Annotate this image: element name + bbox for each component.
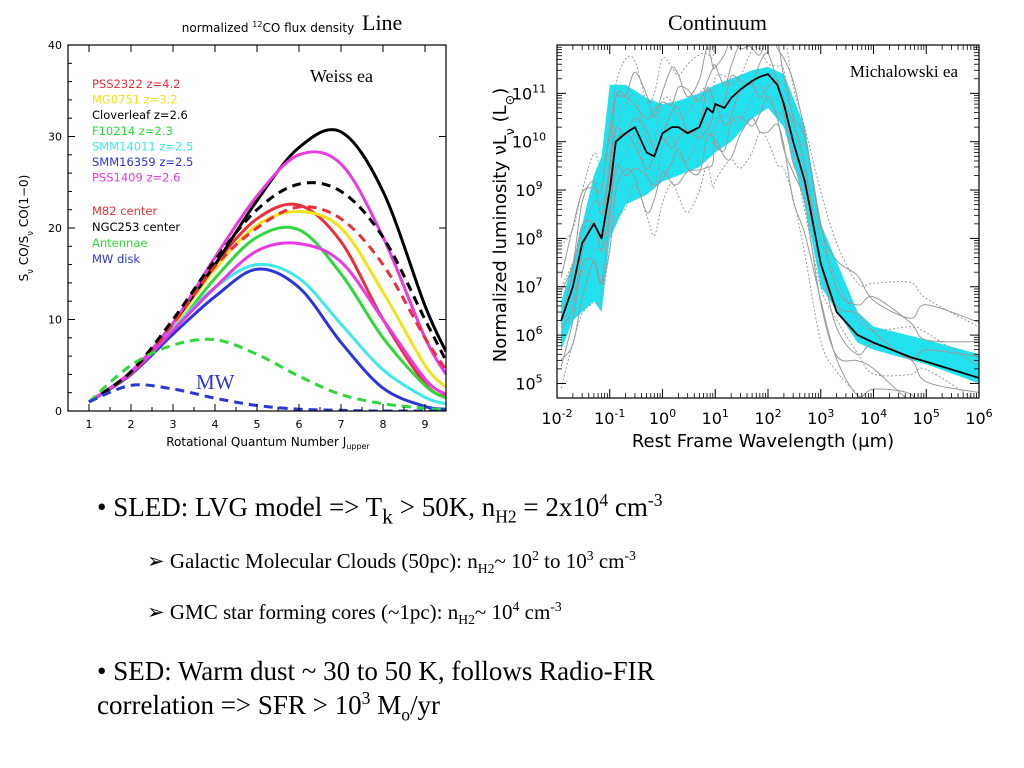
legend-entry: M82 center [92, 204, 157, 218]
left-y-tick-label: 10 [48, 314, 62, 327]
sub-bullet-cores: ➢ GMC star forming cores (~1pc): nH2~ 10… [147, 599, 562, 628]
left-y-tick-label: 0 [55, 405, 62, 418]
right-series-group [560, 45, 979, 398]
legend-entry: PSS1409 z=2.6 [92, 171, 180, 185]
right-x-tick-label: 100 [649, 407, 676, 428]
right-x-tick-label: 101 [702, 407, 729, 428]
left-x-axis-label: Rotational Quantum Number Jupper [166, 435, 370, 451]
left-series-line [88, 383, 446, 411]
left-y-axis-label: Sν CO/Sν CO(1−0) [17, 175, 35, 282]
legend-entry: SMM16359 z=2.5 [92, 155, 193, 169]
heading-continuum: Continuum [668, 10, 768, 35]
sub-bullet-gmc: ➢ Galactic Molecular Clouds (50pc): nH2~… [147, 548, 636, 577]
sled-chart: 1 2 3 4 5 6 7 8 9 0 10 20 30 40 normalized 12CO flux … [17, 20, 447, 451]
left-x-tick-label: 3 [170, 418, 177, 431]
left-x-tick-label: 4 [212, 418, 219, 431]
right-chart-credit: Michalowski ea [850, 62, 959, 81]
legend-entry: PSS2322 z=4.2 [92, 77, 180, 91]
sed-grey-template [560, 84, 974, 398]
right-y-axis-label: Normalized luminosity νLν (L⊙) [490, 88, 517, 362]
right-x-axis-label: Rest Frame Wavelength (μm) [632, 431, 894, 452]
right-x-tick-label: 10-2 [541, 407, 572, 428]
left-chart-title: normalized 12CO flux density [182, 20, 354, 35]
bullet-sed-line1: • SED: Warm dust ~ 30 to 50 K, follows R… [97, 656, 655, 686]
left-x-tick-label: 5 [254, 418, 261, 431]
right-y-tick-label: 107 [515, 276, 542, 297]
sed-cyan-band [561, 67, 979, 384]
sed-grey-template [560, 95, 907, 398]
sed-chart: 10-2 10-1 100 101 102 103 104 105 106 105 106 107 10… [490, 44, 993, 452]
right-y-tick-label: 1011 [512, 82, 546, 103]
left-series-line [88, 150, 446, 404]
legend-entry: MW disk [92, 252, 140, 266]
right-y-tick-label: 108 [515, 227, 542, 248]
left-x-tick-label: 7 [338, 418, 345, 431]
right-y-tick-label: 109 [515, 179, 542, 200]
sed-grey-template [560, 46, 979, 368]
left-x-tick-label: 9 [422, 418, 429, 431]
legend-entry: NGC253 center [92, 220, 180, 234]
right-x-tick-label: 106 [965, 407, 992, 428]
legend-entry: Antennae [92, 236, 147, 250]
mw-label: MW [196, 370, 235, 394]
right-x-tick-label: 103 [807, 407, 834, 428]
left-y-tick-label: 40 [48, 39, 62, 52]
left-x-tick-label: 1 [86, 418, 93, 431]
bullet-sled: • SLED: LVG model => Tk > 50K, nH2 = 2x1… [97, 490, 663, 529]
right-x-tick-label: 105 [913, 407, 940, 428]
left-x-tick-label: 2 [128, 418, 135, 431]
heading-line: Line [362, 10, 403, 35]
left-series-line [88, 205, 446, 404]
left-series-group [88, 128, 446, 411]
left-y-tick-label: 20 [48, 222, 62, 235]
right-y-tick-label: 106 [515, 324, 542, 345]
right-y-tick-label: 1010 [512, 131, 546, 152]
sed-grey-template [560, 45, 979, 323]
arrow-bullet-icon: ➢ [147, 549, 165, 573]
bullet-sed-line2: correlation => SFR > 103 Mo/yr [97, 688, 440, 725]
sed-grey-template [560, 117, 916, 398]
sed-median-line [560, 73, 979, 379]
left-x-tick-label: 8 [380, 418, 387, 431]
left-series-line [88, 337, 446, 411]
left-x-tick-label: 6 [296, 418, 303, 431]
legend-entry: F10214 z=2.3 [92, 124, 173, 138]
right-y-tick-label: 105 [515, 372, 542, 393]
arrow-bullet-icon: ➢ [147, 600, 165, 624]
left-chart-credit: Weiss ea [310, 66, 373, 86]
right-x-tick-label: 102 [754, 407, 781, 428]
legend-entry: MG0751 z=3.2 [92, 93, 178, 107]
bullet-sed: • SED: Warm dust ~ 30 to 50 K, follows R… [97, 654, 655, 725]
sed-grey-template [560, 45, 979, 328]
left-y-tick-label: 30 [48, 131, 62, 144]
legend-entry: SMM14011 z=2.5 [92, 139, 193, 153]
right-x-tick-label: 104 [860, 407, 887, 428]
legend-entry: Cloverleaf z=2.6 [92, 108, 188, 122]
right-x-tick-label: 10-1 [594, 407, 625, 428]
